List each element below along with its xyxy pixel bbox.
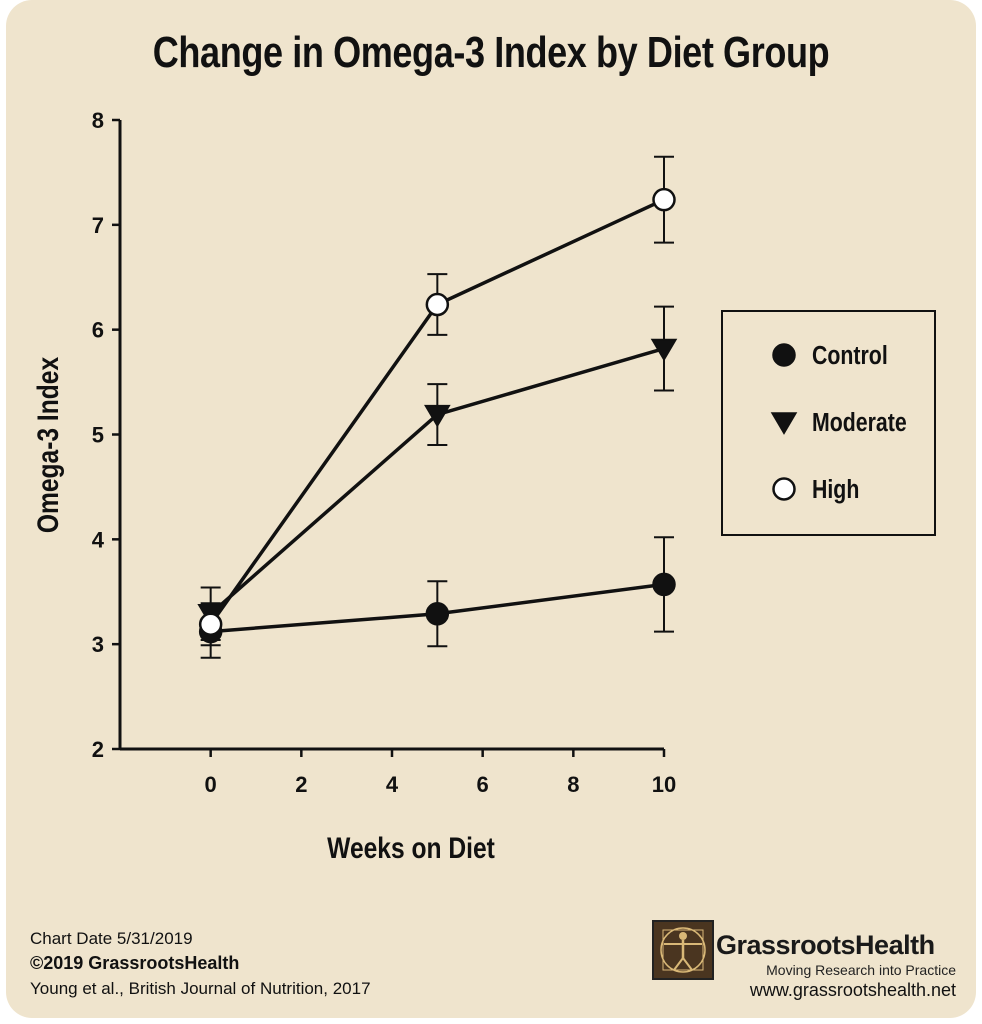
legend-marker-high [772, 477, 796, 501]
data-point-high [652, 187, 676, 212]
y-tick-label: 3 [92, 632, 104, 657]
legend-label-high: High [812, 475, 859, 505]
x-tick-label: 4 [386, 772, 399, 797]
brand-block: GrassrootsHealth Moving Research into Pr… [640, 918, 960, 1008]
vitruvian-logo-icon [652, 920, 714, 980]
y-tick-label: 6 [92, 318, 104, 343]
y-tick-label: 5 [92, 423, 104, 448]
x-tick-label: 6 [477, 772, 489, 797]
legend-box [721, 310, 936, 536]
copyright: ©2019 GrassrootsHealth [30, 953, 240, 973]
data-point-moderate [650, 338, 678, 362]
y-tick-label: 2 [92, 737, 104, 762]
legend-marker-moderate [770, 412, 798, 435]
source-citation: Young et al., British Journal of Nutriti… [30, 979, 371, 998]
brand-url: www.grassrootshealth.net [749, 980, 956, 1000]
legend: Control Moderate High [721, 310, 936, 536]
data-point-high [425, 292, 450, 317]
x-axis-title: Weeks on Diet [327, 831, 495, 865]
brand-tagline: Moving Research into Practice [766, 962, 956, 978]
footer-credits: Chart Date 5/31/2019 ©2019 GrassrootsHea… [30, 926, 371, 1001]
legend-label-control: Control [812, 341, 888, 371]
series-layer [197, 155, 678, 659]
legend-marker-control [772, 343, 796, 367]
y-axis-title: Omega-3 Index [31, 356, 65, 533]
y-tick-label: 4 [92, 527, 105, 552]
axes: 2 3 4 5 6 7 8 0 2 4 6 8 10 Weeks on Diet Omega-3 Index [31, 108, 677, 865]
data-point-moderate [424, 404, 451, 428]
legend-label-moderate: Moderate [812, 408, 907, 438]
x-tick-label: 8 [567, 772, 579, 797]
y-tick-label: 7 [92, 213, 104, 238]
brand-name: GrassrootsHealth [716, 930, 935, 960]
data-point-high [198, 612, 223, 636]
data-point-control [652, 572, 676, 597]
chart-title: Change in Omega-3 Index by Diet Group [152, 28, 830, 77]
x-tick-label: 2 [295, 772, 307, 797]
chart-date: Chart Date 5/31/2019 [30, 929, 193, 948]
data-point-control [425, 602, 450, 626]
series-control [200, 536, 674, 659]
y-tick-label: 8 [92, 108, 104, 133]
x-tick-label: 10 [652, 772, 676, 797]
x-tick-label: 0 [205, 772, 217, 797]
